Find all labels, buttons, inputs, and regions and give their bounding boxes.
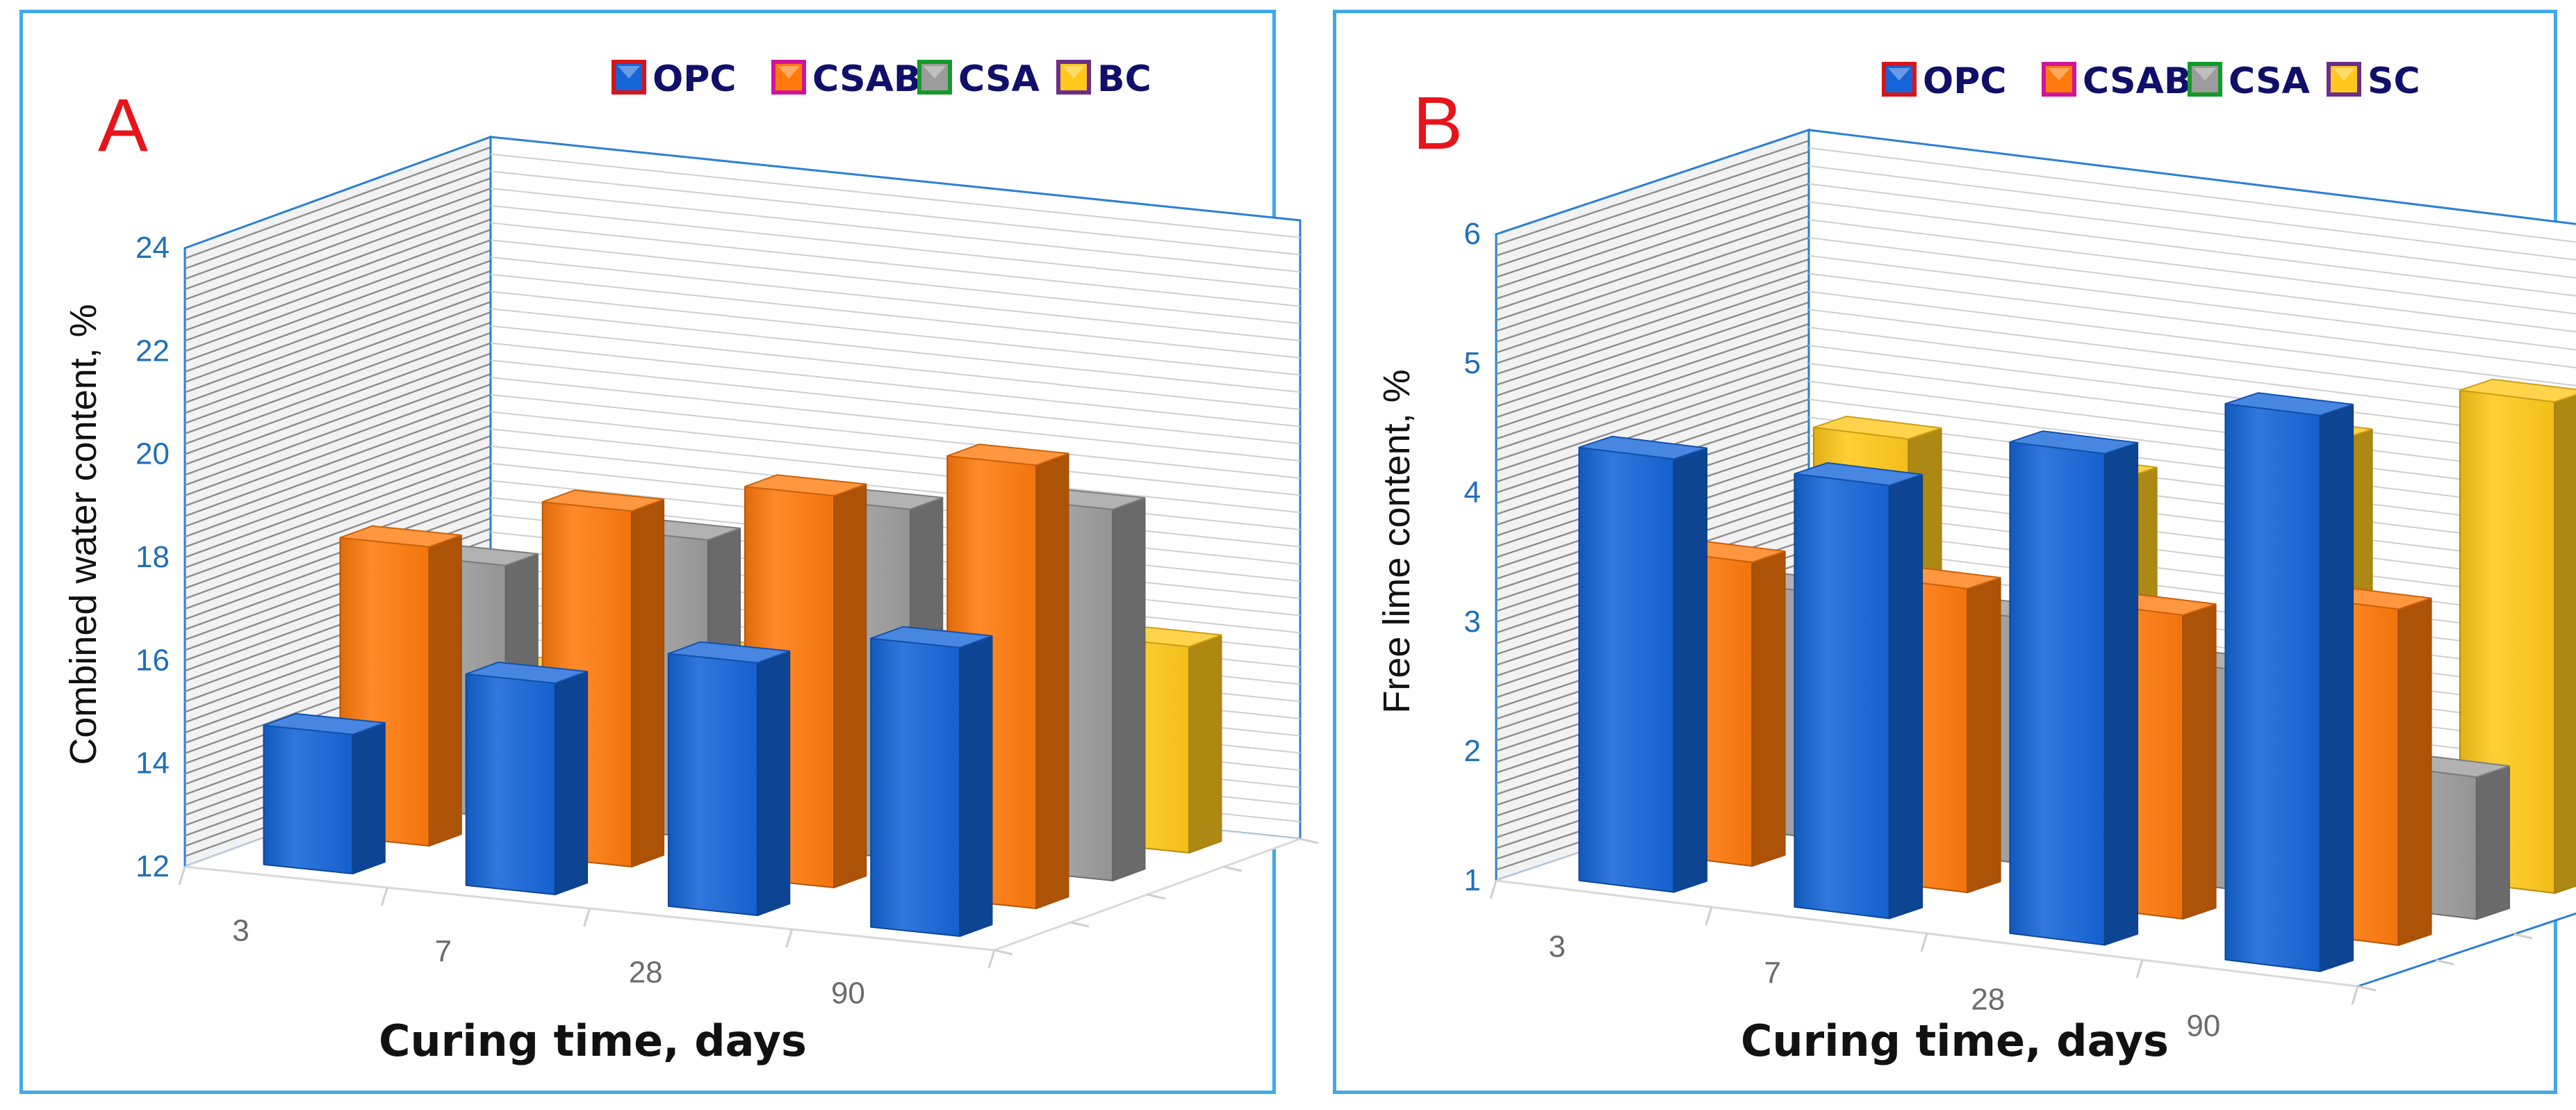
legend-item-csab: CSAB xyxy=(771,58,921,100)
x-axis-label: Curing time, days xyxy=(1741,1015,2169,1066)
legend-label: SC xyxy=(2368,60,2420,102)
y-tick-label: 4 xyxy=(1464,475,1481,509)
y-tick-label: 22 xyxy=(136,334,170,368)
y-tick-label: 2 xyxy=(1464,734,1481,768)
legend-item-bc: BC xyxy=(1056,58,1151,100)
legend-item-opc: OPC xyxy=(612,58,736,100)
y-tick-label: 5 xyxy=(1464,346,1481,380)
legend-item-sc: SC xyxy=(2327,60,2420,102)
legend-label: CSAB xyxy=(2083,60,2191,102)
x-tick-label: 7 xyxy=(1764,956,1781,990)
x-tick-label: 3 xyxy=(232,913,249,947)
legend: OPC CSAB CSA SC xyxy=(1882,60,2420,102)
panel-letter: B xyxy=(1413,81,1463,165)
legend-label: OPC xyxy=(1923,60,2006,102)
y-tick-label: 24 xyxy=(136,231,170,265)
bar-opc-3 xyxy=(263,712,386,874)
x-tick-label: 7 xyxy=(435,934,452,968)
legend: OPC CSAB CSA BC xyxy=(612,58,1151,100)
x-tick-label: 90 xyxy=(831,976,865,1010)
bar-opc-90 xyxy=(2224,392,2354,972)
x-tick-label: 3 xyxy=(1549,929,1566,963)
bar-opc-28 xyxy=(2009,430,2139,946)
y-tick-label: 20 xyxy=(136,437,170,471)
legend-item-opc: OPC xyxy=(1882,60,2006,102)
legend-item-csa: CSA xyxy=(917,58,1040,100)
bar-opc-7 xyxy=(1794,462,1923,920)
y-tick-label: 3 xyxy=(1464,605,1481,639)
legend-item-csa: CSA xyxy=(2188,60,2310,102)
legend-label: CSA xyxy=(2229,60,2310,102)
y-tick-label: 14 xyxy=(136,746,170,781)
y-axis-label: Combined water content, % xyxy=(63,304,104,765)
y-axis-label: Free lime content, % xyxy=(1376,369,1418,713)
bar-opc-90 xyxy=(870,626,993,937)
bar-opc-3 xyxy=(1578,435,1708,893)
y-tick-label: 16 xyxy=(136,643,170,677)
legend-item-csab: CSAB xyxy=(2042,60,2191,102)
bar-opc-28 xyxy=(667,641,791,916)
bar-opc-7 xyxy=(465,661,589,895)
panel-letter: A xyxy=(98,83,148,167)
chart-panel-b: 1 2 3 4 5 6 3 7 28 90 Curing time, days Free lime c… xyxy=(1333,10,2576,1094)
x-tick-label: 90 xyxy=(2186,1009,2220,1043)
legend-label: CSA xyxy=(958,58,1040,100)
legend-label: CSAB xyxy=(812,58,921,100)
chart-panel-a: 12 14 16 18 20 22 24 3 7 28 90 Curing time, days Com… xyxy=(19,10,1319,1094)
y-tick-label: 18 xyxy=(136,540,170,574)
x-tick-label: 28 xyxy=(629,955,663,989)
x-tick-label: 28 xyxy=(1971,982,2005,1016)
legend-label: BC xyxy=(1097,58,1151,100)
y-tick-label: 12 xyxy=(136,849,170,883)
legend-label: OPC xyxy=(653,58,736,100)
y-tick-label: 6 xyxy=(1464,217,1481,251)
x-axis-label: Curing time, days xyxy=(379,1015,807,1066)
chart-a-canvas: 12 14 16 18 20 22 24 3 7 28 90 Curing time, days Com… xyxy=(63,58,1319,1066)
y-tick-label: 1 xyxy=(1464,863,1481,897)
chart-b-canvas: 1 2 3 4 5 6 3 7 28 90 Curing time, days Free lime c… xyxy=(1376,60,2576,1066)
